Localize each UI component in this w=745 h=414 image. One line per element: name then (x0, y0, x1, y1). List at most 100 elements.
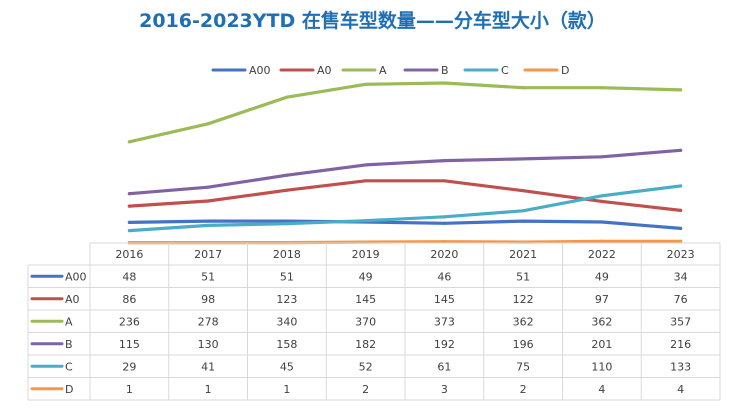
data-point-a00-2016 (127, 220, 131, 225)
x-tick-label: 2021 (509, 248, 537, 261)
data-label-a-2016: 236 (119, 315, 140, 328)
data-label-d-2020: 3 (441, 383, 448, 396)
data-label-b-2022: 201 (591, 338, 612, 351)
row-label-c: C (65, 360, 73, 373)
data-label-b-2023: 216 (670, 338, 691, 351)
data-label-a0-2017: 98 (201, 293, 215, 306)
data-point-a00-2018 (285, 219, 289, 223)
data-point-a-2018 (285, 95, 289, 99)
data-label-d-2021: 2 (520, 383, 527, 396)
data-point-d-2023 (679, 239, 683, 243)
data-label-a00-2019: 49 (359, 270, 373, 283)
data-point-c-2020 (442, 215, 446, 219)
data-point-b-2023 (679, 148, 683, 152)
data-label-b-2017: 130 (198, 338, 219, 351)
data-label-b-2019: 182 (355, 338, 376, 351)
data-point-a0-2017 (206, 199, 210, 203)
data-label-a-2020: 373 (434, 315, 455, 328)
series-line-c (127, 184, 683, 233)
data-label-a-2019: 370 (355, 315, 376, 328)
data-label-b-2021: 196 (513, 338, 534, 351)
data-point-b-2022 (600, 155, 604, 159)
data-point-b-2020 (442, 159, 446, 163)
data-point-a0-2022 (600, 199, 604, 203)
data-table: 2016 2017 2018 2019 2020 2021 2022 2023 A00 48 51 5… (27, 242, 721, 401)
data-point-c-2023 (679, 184, 683, 188)
data-label-c-2018: 45 (280, 360, 294, 373)
legend-label-d: D (561, 64, 569, 77)
series-lines (127, 81, 683, 245)
data-point-a0-2018 (285, 188, 289, 192)
row-label-a0: A0 (65, 293, 80, 306)
data-label-d-2018: 1 (283, 383, 290, 396)
data-label-a-2022: 362 (591, 315, 612, 328)
data-label-a00-2018: 51 (280, 270, 294, 283)
data-point-a00-2023 (679, 226, 683, 231)
legend-label-a: A (379, 64, 387, 77)
legend-label-c: C (501, 64, 509, 77)
x-tick-label: 2022 (588, 248, 616, 261)
x-tick-label: 2019 (352, 248, 380, 261)
data-label-c-2021: 75 (516, 360, 530, 373)
series-line-a00 (127, 219, 683, 230)
data-label-a0-2021: 122 (513, 293, 534, 306)
data-point-a0-2023 (679, 208, 683, 212)
series-line-d (127, 239, 683, 245)
row-label-b: B (65, 338, 73, 351)
legend-label-a0: A0 (317, 64, 332, 77)
data-label-b-2016: 115 (119, 338, 140, 351)
row-label-a00: A00 (65, 270, 87, 283)
data-label-a0-2023: 76 (674, 293, 688, 306)
data-label-a0-2019: 145 (355, 293, 376, 306)
data-label-c-2022: 110 (591, 360, 612, 373)
data-point-b-2021 (521, 157, 525, 161)
data-label-b-2018: 158 (276, 338, 297, 351)
x-tick-label: 2023 (667, 248, 695, 261)
series-line-b (127, 148, 683, 196)
x-tick-label: 2016 (115, 248, 143, 261)
data-point-a0-2021 (521, 189, 525, 193)
data-label-a00-2016: 48 (122, 270, 136, 283)
chart-legend: A00 A0 A B C D (211, 64, 569, 77)
data-label-d-2023: 4 (677, 383, 684, 396)
data-point-c-2017 (206, 223, 210, 228)
data-point-c-2022 (600, 194, 604, 198)
series-line-a (127, 81, 683, 144)
data-label-a0-2022: 97 (595, 293, 609, 306)
data-label-a-2018: 340 (276, 315, 297, 328)
row-label-a: A (65, 315, 73, 328)
data-label-d-2019: 2 (362, 383, 369, 396)
data-point-a0-2020 (442, 179, 446, 183)
data-label-a00-2021: 51 (516, 270, 530, 283)
data-label-c-2020: 61 (437, 360, 451, 373)
data-point-b-2019 (364, 163, 368, 167)
data-label-d-2016: 1 (126, 383, 133, 396)
data-point-a00-2017 (206, 219, 210, 223)
data-label-a-2023: 357 (670, 315, 691, 328)
legend-label-b: B (441, 64, 449, 77)
data-point-a-2022 (600, 86, 604, 90)
data-label-d-2017: 1 (205, 383, 212, 396)
data-label-c-2017: 41 (201, 360, 215, 373)
data-point-a-2021 (521, 86, 525, 90)
chart-title: 2016-2023YTD 在售车型数量——分车型大小（款） (139, 10, 606, 32)
data-point-a00-2021 (521, 219, 525, 223)
data-point-b-2016 (127, 192, 131, 196)
data-label-d-2022: 4 (598, 383, 605, 396)
data-label-a-2021: 362 (513, 315, 534, 328)
data-label-a00-2017: 51 (201, 270, 215, 283)
data-point-b-2017 (206, 185, 210, 189)
data-label-a-2017: 278 (198, 315, 219, 328)
data-point-a00-2022 (600, 220, 604, 224)
data-point-a-2020 (442, 81, 446, 85)
data-label-a00-2020: 46 (437, 270, 451, 283)
data-point-a-2017 (206, 122, 210, 126)
data-point-d-2022 (600, 239, 604, 243)
data-point-a-2019 (364, 82, 368, 86)
x-tick-label: 2020 (430, 248, 458, 261)
data-point-b-2018 (285, 173, 289, 177)
data-point-c-2019 (364, 219, 368, 223)
x-tick-label: 2017 (194, 248, 222, 261)
data-point-a0-2019 (364, 179, 368, 183)
